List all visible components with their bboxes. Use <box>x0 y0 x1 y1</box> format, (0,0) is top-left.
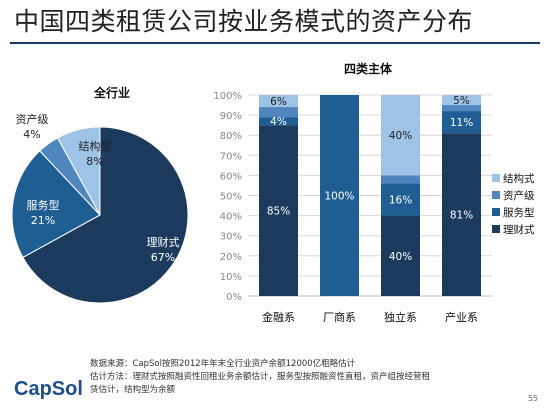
pie-slice-服务型 <box>11 150 101 259</box>
y-tick-label: 80% <box>220 131 242 142</box>
y-tick-label: 60% <box>220 171 242 182</box>
legend-swatch-结构式 <box>492 174 500 182</box>
bar-segment-服务型 <box>259 117 298 126</box>
legend-swatch-资产级 <box>492 191 500 199</box>
y-tick-label: 30% <box>220 232 242 243</box>
pie-value-结构型: 8% <box>86 155 103 168</box>
y-tick-label: 70% <box>220 151 242 162</box>
legend-swatch-服务型 <box>492 208 500 216</box>
bar-data-label: 85% <box>267 206 290 218</box>
bar-segment-资产级 <box>442 105 481 112</box>
capsol-logo: CapSol <box>14 378 83 400</box>
y-tick-label: 50% <box>220 192 242 203</box>
legend-label-结构式: 结构式 <box>503 172 535 185</box>
bar-data-label: 11% <box>450 117 473 129</box>
legend-swatch-理财式 <box>492 225 500 233</box>
bar-segment-结构式 <box>381 95 420 176</box>
bar-segment-结构式 <box>442 95 481 106</box>
x-tick-label: 产业系 <box>445 310 478 324</box>
bar-data-label: 6% <box>270 96 287 108</box>
legend-label-理财式: 理财式 <box>503 223 535 236</box>
bar-segment-理财式 <box>442 133 481 296</box>
x-tick-label: 独立系 <box>384 310 417 324</box>
x-tick-label: 厂商系 <box>323 310 356 324</box>
pie-label-理财式: 理财式 <box>147 235 180 249</box>
y-tick-label: 0% <box>226 292 242 303</box>
footnote-method-cont: 赁估计，结构型为余额 <box>90 385 176 395</box>
x-tick-label: 金融系 <box>262 310 295 324</box>
pie-slice-理财式 <box>22 126 189 304</box>
bar-segment-理财式 <box>381 215 420 296</box>
bar-segment-理财式 <box>259 125 298 297</box>
bar-segment-结构式 <box>259 95 298 108</box>
bar-data-label: 4% <box>270 116 287 128</box>
pie-label-服务型: 服务型 <box>27 198 60 212</box>
y-tick-label: 20% <box>220 252 242 263</box>
pie-slice-结构型 <box>56 126 101 216</box>
bar-title: 四类主体 <box>344 61 393 76</box>
bar-data-label: 16% <box>389 195 412 207</box>
pie-label-资产级: 资产级 <box>16 112 49 126</box>
legend-label-资产级: 资产级 <box>503 189 535 202</box>
page-title: 中国四类租赁公司按业务模式的资产分布 <box>14 7 474 36</box>
bar-segment-资产级 <box>381 175 420 184</box>
bar-segment-资产级 <box>259 107 298 118</box>
y-tick-label: 90% <box>220 111 242 122</box>
footnote-method: 估计方法：理财式按照融资性回租业务余额估计，服务型按照融资性直租，资产组按经营租 <box>90 372 431 382</box>
bar-data-label: 81% <box>450 210 473 222</box>
title-divider <box>10 42 540 44</box>
y-tick-label: 10% <box>220 272 242 283</box>
bar-data-label: 100% <box>324 191 354 203</box>
pie-title: 全行业 <box>93 85 130 100</box>
bar-segment-服务型 <box>442 111 481 134</box>
pie-value-理财式: 67% <box>151 251 175 264</box>
pie-value-资产级: 4% <box>23 128 40 141</box>
pie-value-服务型: 21% <box>31 214 55 227</box>
page-number: 55 <box>527 394 538 403</box>
bar-segment-服务型 <box>381 183 420 216</box>
pie-label-结构型: 结构型 <box>79 139 112 153</box>
bar-data-label: 40% <box>389 130 412 142</box>
footnote-source: 数据来源：CapSol按照2012年年末全行业资产余额12000亿粗略估计 <box>90 359 356 369</box>
legend-label-服务型: 服务型 <box>503 206 535 219</box>
y-tick-label: 100% <box>213 91 242 102</box>
y-tick-label: 40% <box>220 212 242 223</box>
bar-data-label: 40% <box>389 251 412 263</box>
bar-segment-服务型 <box>320 95 359 296</box>
bar-data-label: 5% <box>453 95 470 107</box>
